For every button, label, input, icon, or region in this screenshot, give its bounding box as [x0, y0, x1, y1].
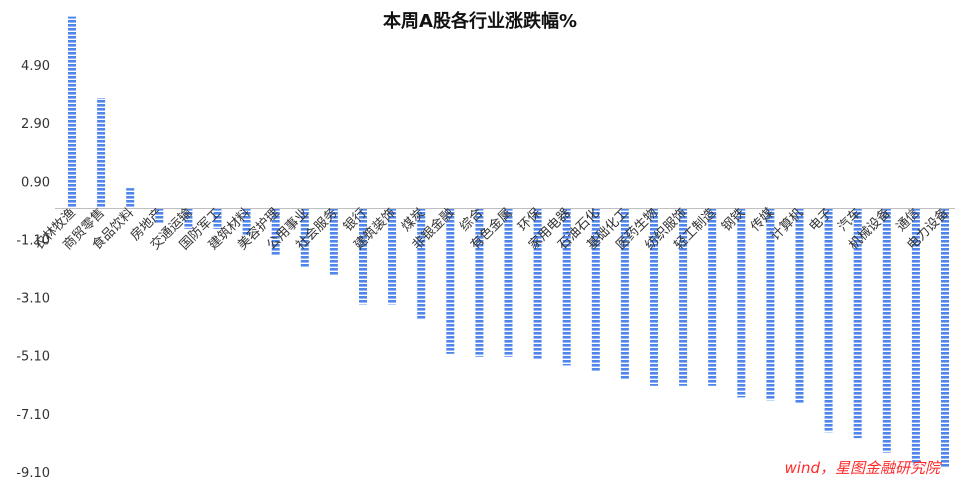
bar [475, 208, 484, 357]
bar [882, 208, 891, 453]
bar [97, 98, 106, 209]
bars [68, 16, 949, 468]
bar [533, 208, 542, 360]
bar [184, 208, 193, 229]
bar [620, 208, 629, 380]
y-tick-label: -9.10 [16, 466, 50, 481]
bar [446, 208, 455, 354]
chart-title: 本周A股各行业涨跌幅% [383, 10, 577, 32]
y-tick-label: -1.10 [16, 233, 50, 248]
bar [126, 188, 135, 209]
bar [737, 208, 746, 398]
y-tick-label: -7.10 [16, 408, 50, 423]
x-axis-categories: 农林牧渔商贸零售食品饮料房地产交通运输国防军工建筑材料美容护理公用事业社会服务银… [31, 205, 951, 253]
bar [242, 208, 251, 235]
y-tick-label: 4.90 [21, 59, 50, 74]
bar [359, 208, 367, 305]
bar [795, 208, 804, 404]
bar [650, 208, 658, 386]
bar [708, 208, 717, 386]
y-tick-label: 0.90 [21, 175, 50, 190]
bar [417, 208, 426, 319]
bar [591, 208, 600, 372]
bar [68, 16, 76, 209]
bar [679, 208, 688, 386]
y-tick-label: -3.10 [16, 292, 50, 307]
bar [213, 208, 222, 229]
bar [388, 208, 397, 305]
y-axis: 4.90 2.90 0.90 -1.10 -3.10 -5.10 -7.10 -9.10 [16, 59, 50, 481]
bar [766, 208, 775, 401]
bar [504, 208, 513, 357]
source-note: wind，星图金融研究院 [785, 459, 942, 477]
bar [941, 208, 949, 468]
bar [300, 208, 309, 267]
y-tick-label: -5.10 [16, 350, 50, 365]
bar [271, 208, 280, 255]
y-tick-label: 2.90 [21, 117, 50, 132]
bar [824, 208, 833, 433]
bar [155, 208, 164, 224]
bar [329, 208, 338, 276]
bar [562, 208, 571, 366]
bar [853, 208, 862, 439]
bar [911, 208, 920, 465]
